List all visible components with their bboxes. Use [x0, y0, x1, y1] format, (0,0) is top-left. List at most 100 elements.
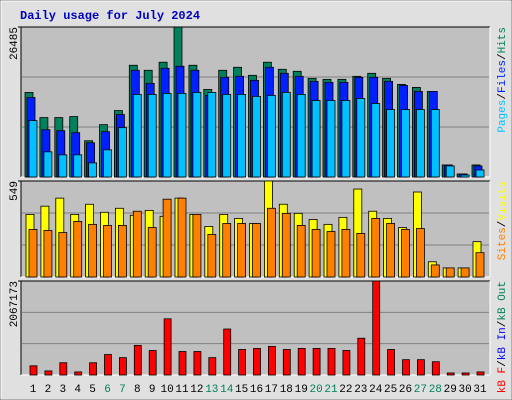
x-tick-label: 5	[89, 384, 96, 396]
bar	[118, 225, 127, 278]
y-tick-label: 549	[9, 181, 21, 201]
x-tick-label: 6	[104, 384, 111, 396]
legend-entry: Visits	[497, 181, 509, 221]
legend-separator: /	[497, 53, 509, 60]
x-tick-label: 1	[30, 384, 37, 396]
bar	[386, 109, 396, 178]
bar	[28, 120, 38, 178]
x-tick-label: 12	[190, 384, 203, 396]
bar	[326, 231, 336, 278]
bar	[252, 223, 261, 278]
bar	[207, 92, 217, 178]
bar	[43, 151, 53, 178]
bar	[266, 95, 276, 178]
bar	[266, 207, 276, 278]
x-tick-label: 13	[205, 384, 218, 396]
bar	[475, 169, 485, 178]
bar	[74, 371, 83, 376]
bar	[281, 212, 291, 278]
x-tick-label: 11	[175, 384, 189, 396]
bar	[356, 233, 366, 278]
bar	[223, 328, 232, 376]
x-tick-label: 26	[399, 384, 412, 396]
bar	[311, 229, 321, 278]
x-tick-label: 31	[473, 384, 487, 396]
bar	[103, 225, 112, 278]
bar	[281, 92, 291, 178]
x-tick-label: 7	[119, 384, 126, 396]
x-tick-label: 23	[354, 384, 367, 396]
y-tick-label: 2067173	[9, 281, 21, 327]
x-tick-label: 25	[384, 384, 397, 396]
bar	[416, 359, 425, 376]
x-tick-label: 24	[369, 384, 383, 396]
x-tick-label: 30	[458, 384, 471, 396]
bar	[476, 371, 485, 376]
bar	[401, 109, 410, 178]
bar	[371, 218, 381, 278]
bar	[237, 223, 247, 278]
bar	[430, 109, 440, 178]
bar	[178, 351, 187, 376]
y-tick-label: 26485	[9, 27, 21, 60]
bar	[29, 365, 38, 376]
bar	[147, 227, 157, 278]
bar	[103, 149, 112, 178]
bar	[372, 280, 381, 376]
x-tick-label: 15	[235, 384, 248, 396]
bar	[162, 198, 172, 278]
x-tick-label: 18	[280, 384, 293, 396]
x-tick-label: 8	[134, 384, 141, 396]
bar	[430, 264, 440, 278]
legend-separator: /	[497, 360, 509, 367]
bar	[59, 362, 68, 376]
legend: Pages/Files/Hits	[497, 27, 509, 133]
x-tick-label: 21	[324, 384, 338, 396]
bar	[386, 223, 396, 278]
bar	[326, 100, 336, 178]
bar	[402, 359, 410, 376]
bar	[238, 349, 247, 376]
bar	[267, 345, 276, 376]
x-tick-label: 28	[429, 384, 442, 396]
bar	[89, 362, 97, 376]
bar	[132, 210, 142, 278]
x-tick-label: 20	[309, 384, 322, 396]
x-tick-label: 29	[444, 384, 457, 396]
bar	[296, 94, 306, 178]
bar	[222, 223, 232, 278]
chart-title: Daily usage for July 2024	[20, 9, 200, 23]
x-tick-label: 22	[339, 384, 352, 396]
bar	[28, 229, 38, 278]
bar	[356, 98, 366, 178]
bar	[445, 165, 455, 178]
bar	[177, 93, 187, 178]
bar	[147, 94, 157, 178]
bar	[252, 96, 261, 178]
bar	[296, 225, 306, 278]
legend-separator: /	[497, 321, 509, 328]
bar	[327, 348, 336, 376]
bar	[43, 230, 53, 278]
legend: Sites/Visits	[497, 181, 509, 260]
bar	[342, 350, 351, 376]
bar	[222, 94, 232, 178]
x-tick-label: 27	[414, 384, 427, 396]
x-tick-label: 19	[295, 384, 308, 396]
bar	[58, 154, 68, 178]
bar	[371, 103, 381, 178]
bar	[446, 372, 455, 376]
bar	[132, 94, 142, 178]
bar	[237, 94, 247, 178]
x-tick-label: 4	[74, 384, 81, 396]
bar	[475, 252, 485, 278]
bar	[148, 350, 157, 376]
bar	[431, 361, 440, 376]
legend-entry: kB F	[497, 367, 509, 393]
x-tick-label: 2	[45, 384, 52, 396]
legend-entry: Hits	[497, 27, 509, 53]
bar	[192, 92, 202, 178]
bar	[73, 220, 83, 278]
legend-entry: Files	[497, 60, 509, 93]
x-tick-label: 14	[220, 384, 234, 396]
